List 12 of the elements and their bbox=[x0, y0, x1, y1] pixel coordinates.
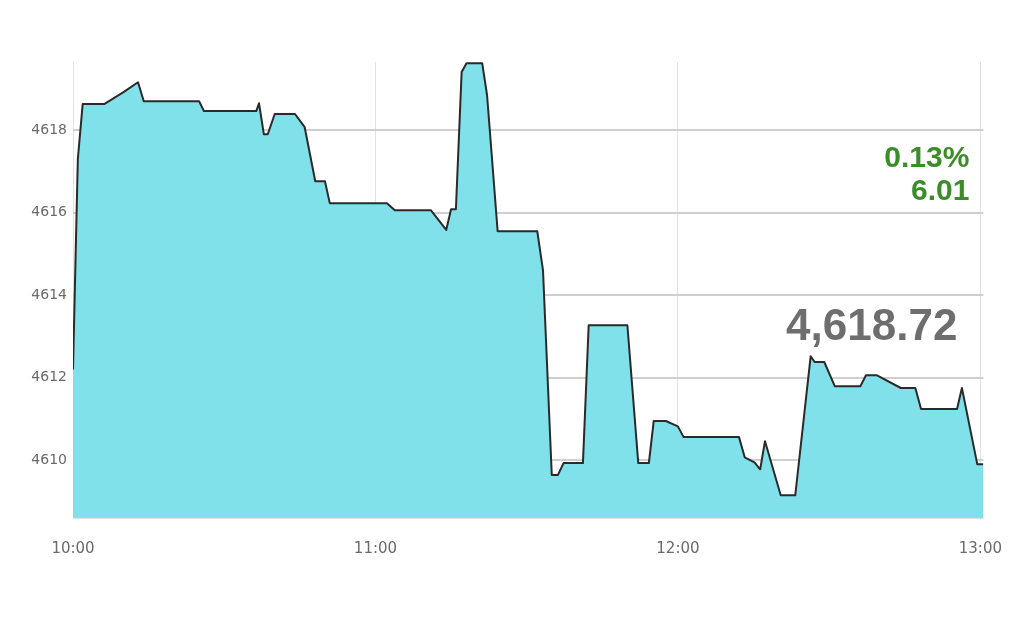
y-tick-label: 4618 bbox=[31, 120, 67, 137]
y-tick-label: 4610 bbox=[31, 450, 67, 467]
x-tick-label: 13:00 bbox=[958, 538, 1002, 557]
y-tick-label: 4614 bbox=[31, 285, 68, 302]
x-tick-label: 12:00 bbox=[656, 538, 700, 557]
x-tick-label: 11:00 bbox=[353, 538, 398, 557]
x-tick-label: 10:00 bbox=[51, 538, 95, 557]
annotation: 4,618.72 bbox=[786, 300, 958, 349]
annotation: 6.01 bbox=[910, 173, 970, 206]
y-tick-label: 4612 bbox=[31, 368, 67, 385]
annotation: 0.13% bbox=[884, 140, 970, 173]
y-tick-label: 4616 bbox=[31, 203, 68, 220]
